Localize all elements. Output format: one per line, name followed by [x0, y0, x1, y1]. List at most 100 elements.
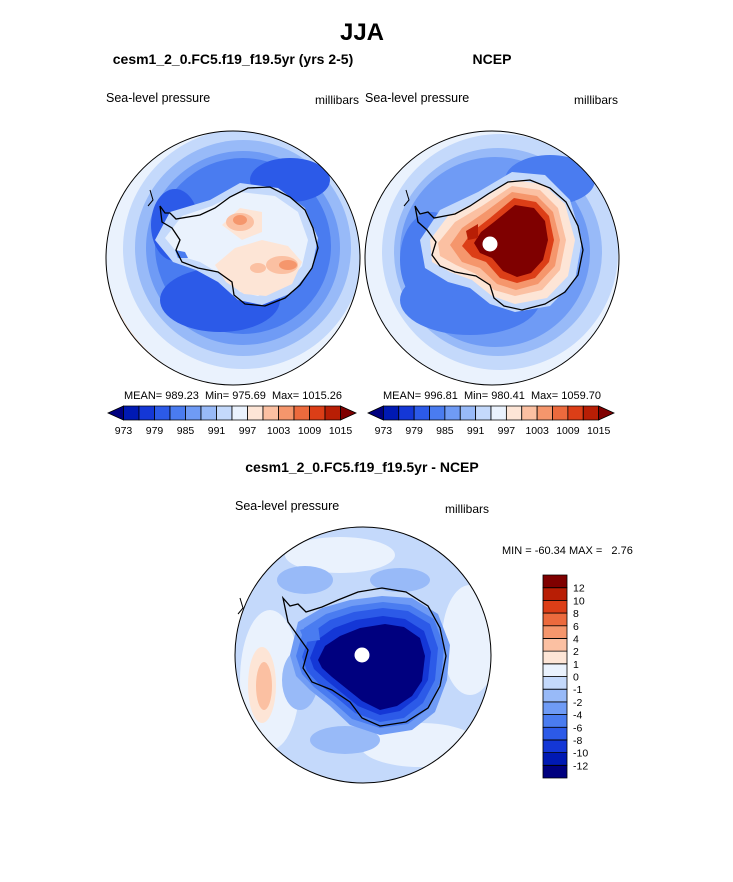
coastline: [281, 587, 447, 727]
panel-a-title: cesm1_2_0.FC5.f19_f19.5yr (yrs 2-5): [113, 51, 354, 67]
colorbar-swatch: [542, 587, 568, 601]
map-border: [364, 130, 620, 386]
colorbar-tick-label: 1009: [556, 425, 580, 437]
colorbar-tick-label: 973: [115, 425, 133, 437]
colorbar-tick-label: 8: [573, 608, 579, 620]
colorbar-swatch: [542, 764, 568, 779]
colorbar-swatch: [542, 574, 568, 589]
colorbar-swatch: [138, 405, 155, 421]
colorbar-swatch: [429, 405, 446, 421]
colorbar-swatch: [598, 405, 615, 421]
map-border: [105, 130, 361, 386]
colorbar-swatch: [542, 688, 568, 703]
colorbar-swatch: [185, 405, 202, 421]
panel-c-map: [234, 526, 492, 784]
colorbar-tick-label: 997: [239, 425, 257, 437]
colorbar-tick-label: 1015: [587, 425, 611, 437]
colorbar-swatch: [382, 405, 400, 421]
panel-b-stats: MEAN= 996.81 Min= 980.41 Max= 1059.70: [383, 390, 601, 402]
panel-a-left-label: Sea-level pressure: [106, 91, 210, 105]
coastline: [159, 186, 319, 307]
colorbar-tick-label: -12: [573, 760, 588, 772]
colorbar-swatch: [542, 650, 568, 665]
colorbar-swatch: [200, 405, 217, 421]
colorbar-tick-label: 1003: [267, 425, 291, 437]
panel-a-map: [105, 130, 361, 386]
panel-c-stats: MIN = -60.34 MAX = 2.76: [502, 545, 633, 557]
colorbar-swatch: [542, 752, 568, 766]
panel-c-title: cesm1_2_0.FC5.f19_f19.5yr - NCEP: [245, 459, 478, 475]
colorbar-tick-label: 1009: [298, 425, 322, 437]
colorbar-swatch: [154, 405, 171, 421]
colorbar-swatch: [398, 405, 415, 421]
colorbar-swatch: [542, 625, 568, 639]
colorbar-swatch: [542, 638, 568, 652]
colorbar-tick-label: 1015: [329, 425, 353, 437]
colorbar-swatch: [324, 405, 341, 421]
colorbar-swatch: [542, 676, 568, 690]
colorbar-tick-label: 12: [573, 583, 585, 595]
colorbar-tick-label: 4: [573, 633, 579, 645]
colorbar-swatch: [542, 701, 568, 715]
colorbar-swatch: [582, 405, 600, 421]
coastline: [414, 179, 584, 311]
panel-b-left-label: Sea-level pressure: [365, 91, 469, 105]
colorbar-tick-label: 2: [573, 646, 579, 658]
colorbar-swatch: [293, 405, 310, 421]
colorbar-swatch: [475, 405, 492, 421]
colorbar-swatch: [536, 405, 553, 421]
colorbar-swatch: [278, 405, 295, 421]
colorbar-swatch: [309, 405, 326, 421]
colorbar-tick-label: 979: [405, 425, 423, 437]
colorbar-tick-label: -6: [573, 722, 582, 734]
colorbar-tick-label: -8: [573, 735, 582, 747]
colorbar-swatch: [542, 612, 568, 627]
panel-c-left-label: Sea-level pressure: [235, 499, 339, 513]
colorbar-swatch: [216, 405, 233, 421]
colorbar-swatch: [542, 599, 568, 614]
pole-hole: [354, 647, 370, 663]
colorbar-tick-label: 0: [573, 672, 579, 684]
colorbar-swatch: [542, 714, 568, 728]
colorbar-swatch: [552, 405, 569, 421]
panel-a-stats: MEAN= 989.23 Min= 975.69 Max= 1015.26: [124, 390, 342, 402]
colorbar-swatch: [542, 726, 568, 741]
colorbar-tick-label: 973: [375, 425, 393, 437]
colorbar-tick-label: 10: [573, 595, 585, 607]
colorbar-swatch: [123, 405, 140, 421]
colorbar-tick-label: 991: [467, 425, 485, 437]
panel-c-right-label: millibars: [445, 502, 489, 516]
colorbar-swatch: [107, 405, 124, 421]
colorbar-swatch: [490, 405, 507, 421]
pole-hole: [482, 236, 498, 252]
colorbar-swatch: [247, 405, 264, 421]
panel-b-title: NCEP: [473, 51, 512, 67]
colorbar-swatch: [169, 405, 186, 421]
panel-a-right-label: millibars: [315, 93, 359, 107]
colorbar-swatch: [521, 405, 538, 421]
colorbar-tick-label: -4: [573, 710, 582, 722]
panel-b-right-label: millibars: [574, 93, 618, 107]
panel-b-map: [364, 130, 620, 386]
colorbar-tick-label: 997: [498, 425, 516, 437]
colorbar-tick-label: 1003: [525, 425, 549, 437]
colorbar-swatch: [542, 739, 568, 754]
colorbar-swatch: [567, 405, 584, 421]
colorbar-swatch: [542, 663, 568, 677]
colorbar-tick-label: -1: [573, 684, 582, 696]
colorbar-tick-label: 985: [436, 425, 454, 437]
colorbar-tick-label: -2: [573, 697, 582, 709]
colorbar-tick-label: 6: [573, 621, 579, 633]
colorbar-swatch: [505, 405, 523, 421]
colorbar-swatch: [231, 405, 248, 421]
colorbar-tick-label: -10: [573, 748, 588, 760]
colorbar-tick-label: 991: [208, 425, 226, 437]
colorbar-tick-label: 985: [177, 425, 195, 437]
colorbar-swatch: [262, 405, 279, 421]
colorbar-swatch: [413, 405, 430, 421]
colorbar-tick-label: 979: [146, 425, 164, 437]
panel-a-colorbar: 973 979 985 991 997 1003 1009 1015: [107, 405, 357, 437]
panel-b-colorbar: 973 979 985 991 997 1003 1009 1015: [367, 405, 615, 437]
